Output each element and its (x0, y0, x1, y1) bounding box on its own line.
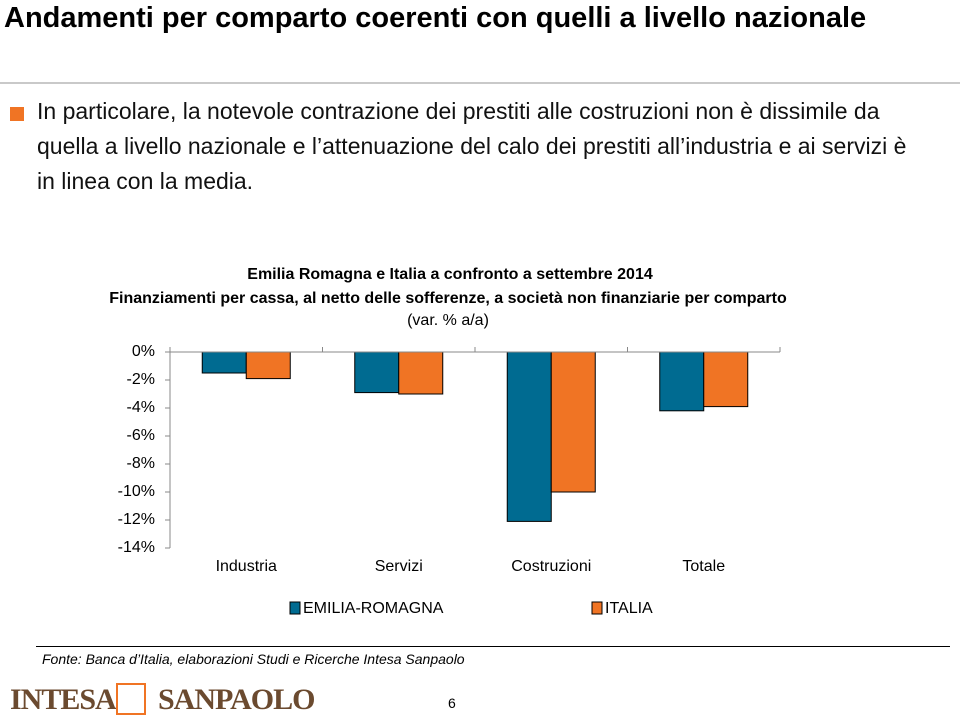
source-rule (36, 646, 950, 647)
y-tick-label: -4% (127, 399, 155, 416)
logo-text: SANPAOLO (158, 683, 315, 716)
x-tick-label: Industria (216, 558, 277, 575)
x-tick-label: Costruzioni (511, 558, 591, 575)
y-tick-label: -2% (127, 371, 155, 388)
bullet-marker (10, 107, 24, 121)
y-tick-label: -10% (118, 483, 155, 500)
bar (201, 351, 247, 374)
y-axis-label: (var. % a/a) (407, 312, 489, 329)
bar (398, 351, 444, 395)
bar (245, 351, 291, 380)
legend-swatch (591, 601, 603, 615)
slide-title: Andamenti per comparto coerenti con quel… (4, 2, 867, 34)
bar (703, 351, 749, 408)
y-tick-label: -8% (127, 455, 155, 472)
y-tick-label: -14% (118, 539, 155, 556)
x-tick-label: Servizi (375, 558, 423, 575)
title-rule (0, 82, 960, 84)
legend-label: EMILIA-ROMAGNA (303, 600, 444, 617)
bar (659, 351, 705, 412)
bar (506, 351, 552, 522)
chart-subtitle: Finanziamenti per cassa, al netto delle … (109, 290, 787, 307)
y-tick-label: 0% (132, 343, 155, 360)
legend-swatch (289, 601, 301, 615)
bullet-text: In particolare, la notevole contrazione … (37, 98, 907, 194)
legend-label: ITALIA (605, 600, 653, 617)
y-tick-label: -6% (127, 427, 155, 444)
chart-title: Emilia Romagna e Italia a confronto a se… (247, 266, 653, 283)
x-tick-label: Totale (682, 558, 725, 575)
logo-text: INTESA (10, 683, 117, 716)
source: Fonte: Banca d’Italia, elaborazioni Stud… (42, 651, 465, 667)
bar (550, 351, 596, 493)
bar (354, 351, 400, 394)
page-number: 6 (448, 695, 456, 711)
y-tick-label: -12% (118, 511, 155, 528)
logo-icon (116, 683, 146, 715)
